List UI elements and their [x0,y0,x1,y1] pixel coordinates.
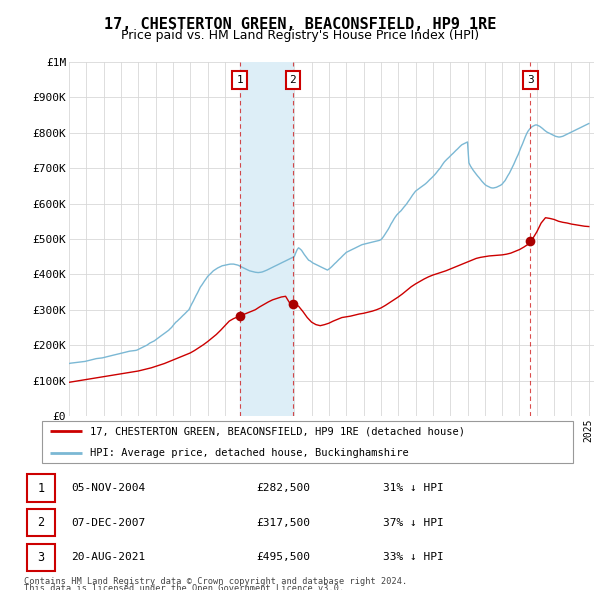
Text: 31% ↓ HPI: 31% ↓ HPI [383,483,443,493]
Text: 1: 1 [236,75,243,84]
Text: £282,500: £282,500 [256,483,310,493]
FancyBboxPatch shape [27,474,55,502]
Text: 17, CHESTERTON GREEN, BEACONSFIELD, HP9 1RE (detached house): 17, CHESTERTON GREEN, BEACONSFIELD, HP9 … [90,427,465,436]
Text: 1: 1 [38,481,44,494]
Text: 37% ↓ HPI: 37% ↓ HPI [383,518,443,527]
Text: 07-DEC-2007: 07-DEC-2007 [71,518,145,527]
FancyBboxPatch shape [27,544,55,571]
Text: 20-AUG-2021: 20-AUG-2021 [71,552,145,562]
Text: 33% ↓ HPI: 33% ↓ HPI [383,552,443,562]
Text: Contains HM Land Registry data © Crown copyright and database right 2024.: Contains HM Land Registry data © Crown c… [24,577,407,586]
Text: HPI: Average price, detached house, Buckinghamshire: HPI: Average price, detached house, Buck… [90,448,409,457]
Text: 3: 3 [527,75,534,84]
Text: 2: 2 [289,75,296,84]
FancyBboxPatch shape [42,421,573,463]
Text: This data is licensed under the Open Government Licence v3.0.: This data is licensed under the Open Gov… [24,584,344,590]
Bar [239,62,293,416]
Text: £495,500: £495,500 [256,552,310,562]
Text: 3: 3 [38,551,44,564]
Text: 05-NOV-2004: 05-NOV-2004 [71,483,145,493]
Text: 17, CHESTERTON GREEN, BEACONSFIELD, HP9 1RE: 17, CHESTERTON GREEN, BEACONSFIELD, HP9 … [104,17,496,31]
Text: 2: 2 [38,516,44,529]
Text: Price paid vs. HM Land Registry's House Price Index (HPI): Price paid vs. HM Land Registry's House … [121,30,479,42]
FancyBboxPatch shape [27,509,55,536]
Text: £317,500: £317,500 [256,518,310,527]
